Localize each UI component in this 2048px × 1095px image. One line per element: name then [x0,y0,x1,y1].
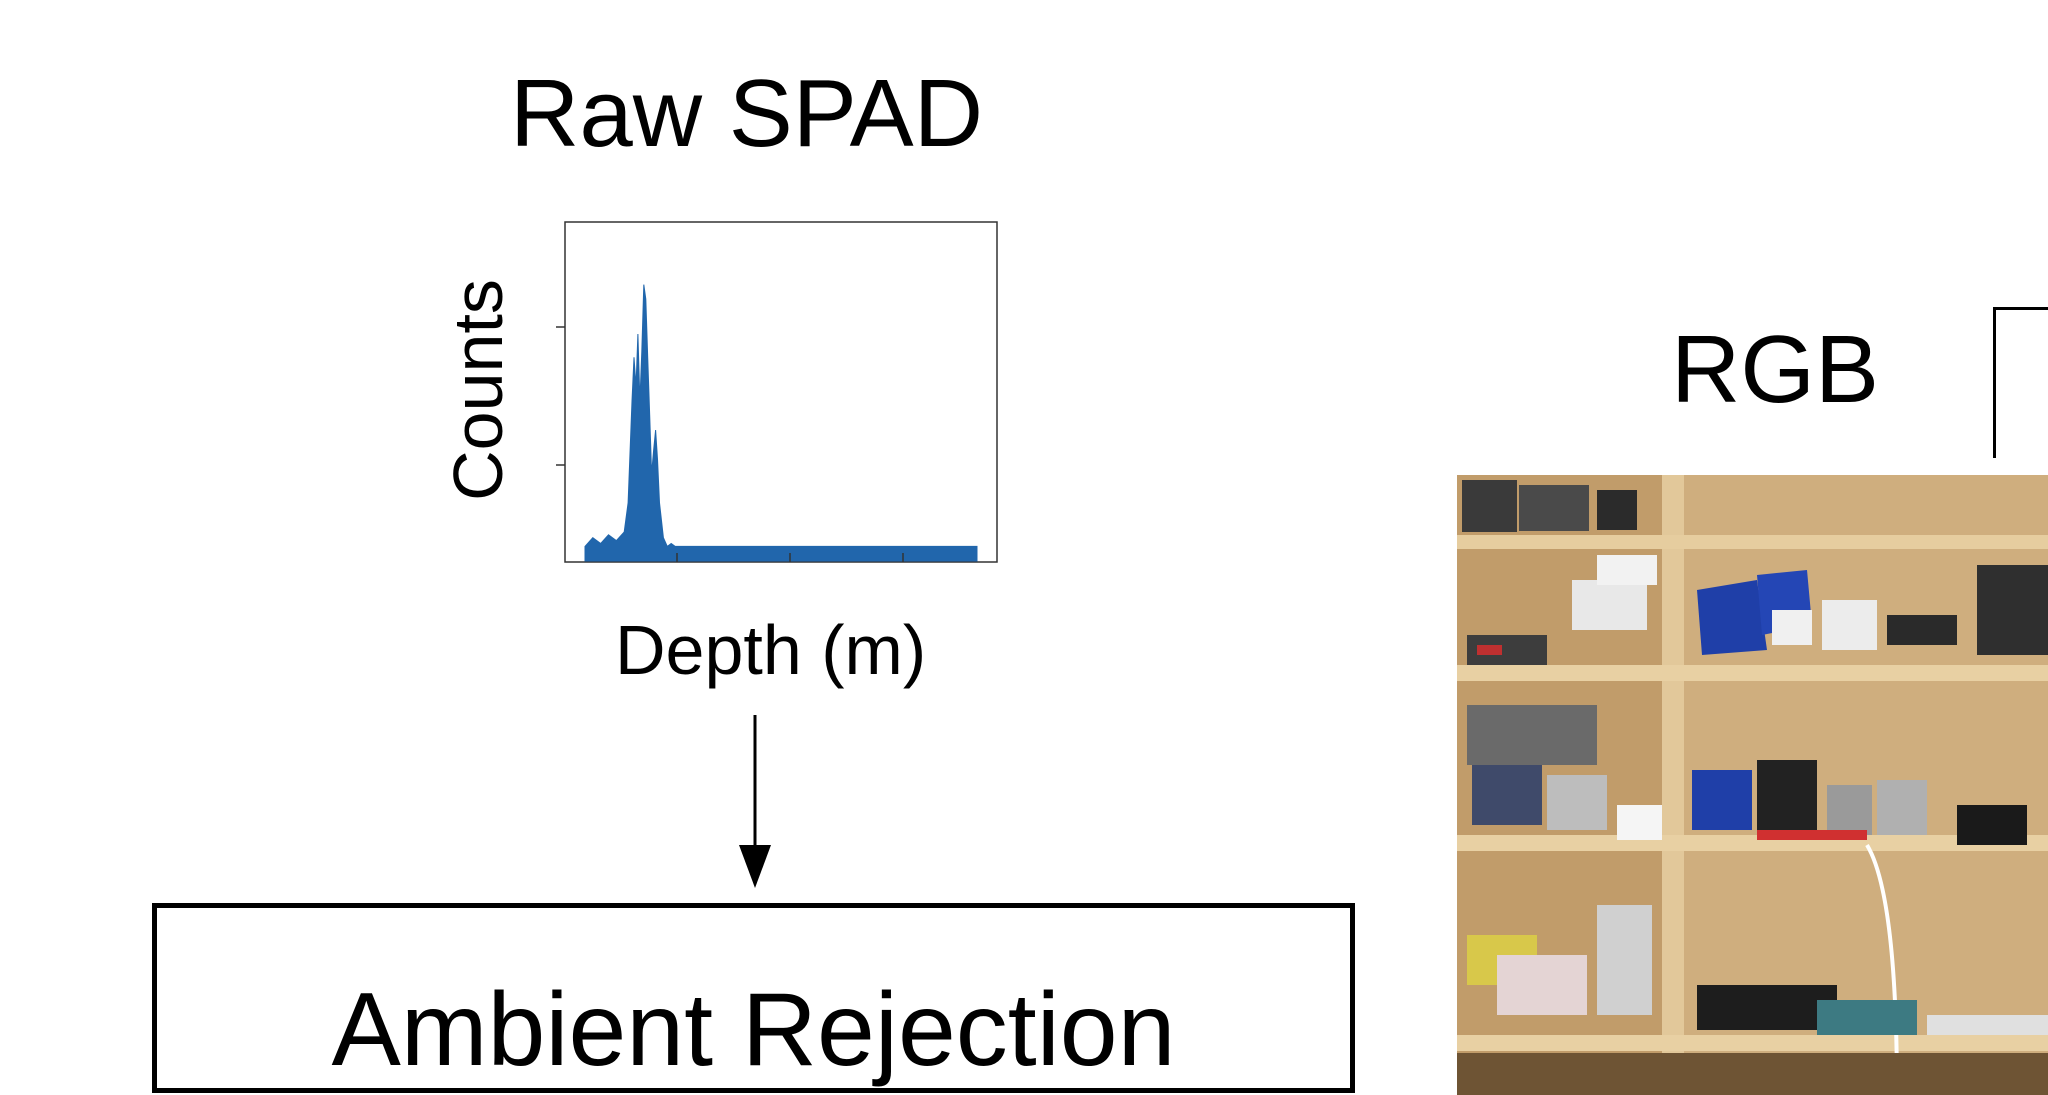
raw-spad-title: Raw SPAD [510,60,984,167]
ambient-rejection-label: Ambient Rejection [331,972,1176,1088]
axis-ticks [556,326,904,562]
partial-right-box [1993,307,2048,458]
down-arrow-icon [739,715,771,888]
y-axis-label: Counts [439,279,517,501]
shelves-photo-icon [1457,475,2048,1095]
plot-frame [564,221,998,563]
x-axis-label: Depth (m) [615,611,927,689]
ambient-rejection-box: Ambient Rejection [152,903,1355,1093]
spad-histogram-chart [556,221,998,563]
rgb-title: RGB [1671,316,1880,423]
histogram-area [584,284,978,562]
